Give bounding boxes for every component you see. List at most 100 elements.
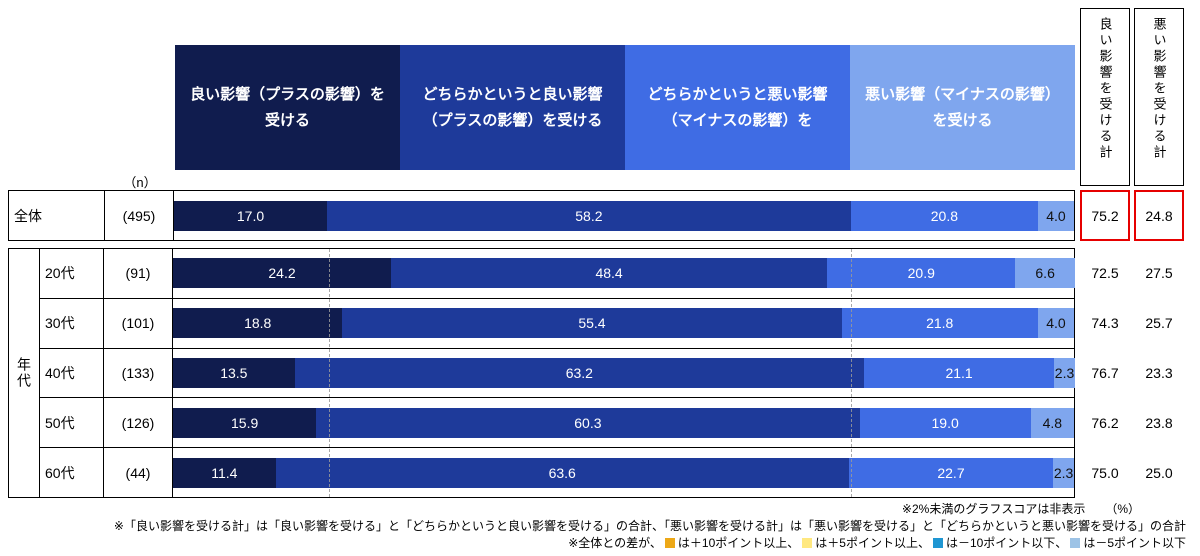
bad-total-value: 23.8 <box>1134 398 1184 448</box>
difference-swatch <box>1070 538 1081 548</box>
table-row: 20代 (91) 24.2 48.4 20.9 6.6 <box>40 249 1075 299</box>
bar-segment-4: 6.6 <box>1015 258 1075 289</box>
age-label: 30代 <box>40 298 104 348</box>
bar-segment-3: 21.1 <box>864 357 1055 388</box>
row-n: (44) <box>104 448 173 497</box>
n-column-header: （n） <box>123 175 157 190</box>
overall-row-label: 全体 <box>9 191 105 240</box>
bad-total-value: 24.8 <box>1134 190 1184 241</box>
bar-segment-value: 58.2 <box>575 207 603 224</box>
difference-swatch <box>932 538 943 548</box>
bad-total-header-label: 悪い影響を受ける計 <box>1151 17 1167 161</box>
age-group-label: 年代 <box>9 249 40 497</box>
age-rows: 20代 (91) 24.2 48.4 20.9 6.6 30代 (101) 18.8 55.4 21… <box>40 249 1075 497</box>
bar-segment-value: 63.6 <box>548 464 576 481</box>
bar-segment-value: 63.2 <box>565 364 593 381</box>
bar-segment-value: 20.8 <box>930 207 959 224</box>
bar-segment-2: 48.4 <box>391 258 828 289</box>
bar-segment-value: 18.8 <box>244 315 272 332</box>
bad-total-value: 25.0 <box>1134 448 1184 498</box>
bar-area: 18.8 55.4 21.8 4.0 <box>173 299 1074 348</box>
good-total-header-label: 良い影響を受ける計 <box>1097 17 1113 161</box>
good-total-value: 74.3 <box>1080 298 1130 348</box>
bar-segment-3: 20.9 <box>827 258 1016 289</box>
bar-segment-value: 60.3 <box>574 414 602 431</box>
bar-segment-value: 6.6 <box>1035 265 1055 282</box>
bar-segment-value: 24.2 <box>268 265 296 282</box>
table-row: 40代 (133) 13.5 63.2 21.1 2.3 <box>40 348 1075 399</box>
bar-segment-4: 2.3 <box>1054 357 1075 388</box>
bad-total-value: 23.3 <box>1134 348 1184 398</box>
bar-segment-1: 18.8 <box>173 308 343 339</box>
stacked-bar: 13.5 63.2 21.1 2.3 <box>173 357 1075 388</box>
difference-swatch <box>802 538 813 548</box>
row-n: (133) <box>104 348 173 398</box>
row-n: (126) <box>104 398 173 448</box>
legend-item-1: 良い影響（プラスの影響）を受ける <box>175 45 400 170</box>
bar-segment-3: 21.8 <box>841 308 1038 339</box>
overall-reference-line <box>328 249 330 497</box>
bar-segment-1: 13.5 <box>173 357 295 388</box>
row-n: (101) <box>104 298 173 348</box>
stacked-bar: 24.2 48.4 20.9 6.6 <box>173 258 1075 289</box>
bad-total-column-header: 悪い影響を受ける計 <box>1134 8 1184 186</box>
bar-segment-value: 17.0 <box>236 207 265 224</box>
good-total-value: 75.0 <box>1080 448 1130 498</box>
legend-item-3: どちらかというと悪い影響（マイナスの影響）を <box>625 45 850 170</box>
bar-segment-4: 4.0 <box>1037 200 1074 231</box>
bar-segment-2: 60.3 <box>316 407 860 438</box>
bar-segment-value: 48.4 <box>595 265 623 282</box>
bar-segment-4: 4.8 <box>1030 407 1074 438</box>
bar-segment-value: 11.4 <box>211 464 238 481</box>
stacked-bar: 18.8 55.4 21.8 4.0 <box>173 308 1074 339</box>
table-row: 50代 (126) 15.9 60.3 19.0 4.8 <box>40 398 1074 449</box>
age-label: 40代 <box>40 348 104 398</box>
bar-segment-value: 4.8 <box>1042 414 1063 431</box>
note-text: は＋5ポイント以上、 <box>815 536 930 550</box>
bar-segment-value: 55.4 <box>578 315 606 332</box>
bar-segment-value: 21.1 <box>945 364 973 381</box>
bar-segment-value: 4.0 <box>1046 315 1066 332</box>
bar-segment-2: 63.6 <box>275 457 849 488</box>
bar-segment-2: 55.4 <box>342 308 842 339</box>
bar-segment-value: 2.3 <box>1053 464 1074 481</box>
table-row: 30代 (101) 18.8 55.4 21.8 4.0 <box>40 298 1074 349</box>
age-group-block: 年代 20代 (91) 24.2 48.4 20.9 6.6 30代 (101) 18.8 55.4… <box>8 248 1075 498</box>
bar-segment-value: 15.9 <box>231 414 259 431</box>
bar-segment-1: 17.0 <box>174 200 327 231</box>
bar-area: 17.0 58.2 20.8 4.0 <box>174 191 1074 240</box>
bar-segment-value: 4.0 <box>1046 207 1066 224</box>
bar-segment-3: 22.7 <box>848 457 1054 488</box>
bar-segment-1: 11.4 <box>173 457 276 488</box>
bar-segment-4: 4.0 <box>1037 308 1074 339</box>
bar-segment-2: 58.2 <box>327 200 851 231</box>
bar-segment-4: 2.3 <box>1053 457 1074 488</box>
bar-segment-3: 20.8 <box>850 200 1038 231</box>
bad-total-value: 25.7 <box>1134 298 1184 348</box>
good-total-column-header: 良い影響を受ける計 <box>1080 8 1130 186</box>
row-n: (91) <box>104 249 173 298</box>
bar-segment-value: 19.0 <box>931 414 959 431</box>
bar-segment-value: 22.7 <box>937 464 965 481</box>
bar-area: 15.9 60.3 19.0 4.8 <box>173 398 1074 447</box>
table-row: 60代 (44) 11.4 63.6 22.7 2.3 <box>40 448 1074 497</box>
legend-item-4: 悪い影響（マイナスの影響）を受ける <box>850 45 1075 170</box>
stacked-bar: 15.9 60.3 19.0 4.8 <box>173 407 1074 438</box>
note-difference-legend: ※全体との差が、 は＋10ポイント以上、 は＋5ポイント以上、 は－10ポイント以下、… <box>568 534 1186 551</box>
age-label: 20代 <box>40 249 104 298</box>
bar-segment-1: 15.9 <box>173 407 317 438</box>
bad-total-value: 27.5 <box>1134 248 1184 298</box>
good-total-value: 76.7 <box>1080 348 1130 398</box>
good-total-value: 76.2 <box>1080 398 1130 448</box>
age-label: 50代 <box>40 398 104 448</box>
note-total-definition: ※「良い影響を受ける計」は「良い影響を受ける」と「どちらかというと良い影響を受け… <box>113 519 1186 533</box>
bar-segment-2: 63.2 <box>294 357 865 388</box>
note-graph-score: ※2%未満のグラフスコアは非表示 （%） <box>902 500 1140 517</box>
overall-row: 全体 (495) 17.0 58.2 20.8 4.0 <box>8 190 1075 241</box>
bar-area: 11.4 63.6 22.7 2.3 <box>173 448 1074 497</box>
note-text: は－10ポイント以下、 <box>945 536 1068 550</box>
note-graph-score-text: ※2%未満のグラフスコアは非表示 <box>901 502 1086 516</box>
age-label: 60代 <box>40 448 104 497</box>
note-text: ※全体との差が、 <box>568 536 662 550</box>
